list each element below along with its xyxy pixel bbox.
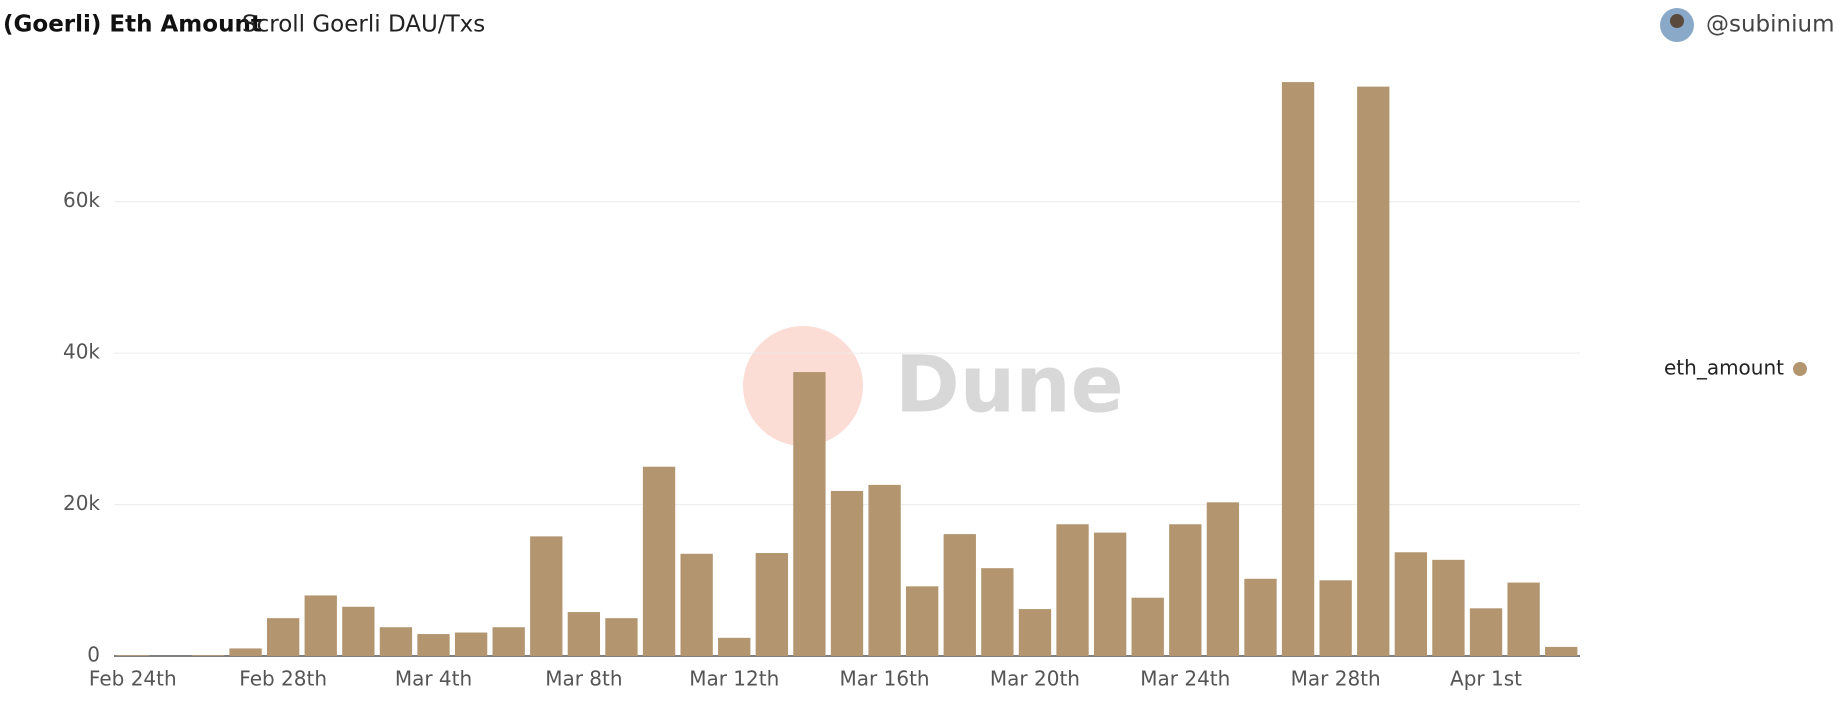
bar xyxy=(793,372,826,656)
bar xyxy=(567,612,601,656)
bar xyxy=(1131,597,1164,656)
x-tick-label: Apr 1st xyxy=(1450,667,1522,691)
bar xyxy=(1093,532,1127,656)
bar xyxy=(1507,582,1540,656)
bar xyxy=(1206,502,1240,656)
bar xyxy=(1319,580,1352,656)
bar xyxy=(266,618,300,656)
bar xyxy=(718,637,751,656)
bar xyxy=(1394,552,1428,656)
avatar-face xyxy=(1670,14,1684,28)
bar xyxy=(943,534,976,656)
bar xyxy=(1056,524,1089,656)
chart-subtitle: Scroll Goerli DAU/Txs xyxy=(242,12,485,38)
bar xyxy=(116,655,149,656)
bar xyxy=(1244,578,1277,656)
x-tick-label: Mar 16th xyxy=(840,667,930,691)
bar xyxy=(680,553,713,656)
bar xyxy=(1357,86,1390,657)
bar xyxy=(454,632,488,656)
legend-marker xyxy=(1793,362,1807,376)
bar xyxy=(605,618,638,656)
x-tick-label: Mar 12th xyxy=(689,667,779,691)
watermark: Dune xyxy=(895,340,1124,430)
y-tick-label: 0 xyxy=(87,643,100,667)
x-tick-label: Mar 4th xyxy=(395,667,472,691)
bar xyxy=(981,568,1014,656)
x-tick-label: Mar 20th xyxy=(990,667,1080,691)
bar xyxy=(530,536,563,656)
author[interactable]: @subinium xyxy=(1706,12,1835,38)
bar xyxy=(1432,559,1465,656)
bar xyxy=(229,648,262,656)
bar xyxy=(1169,524,1202,656)
bar xyxy=(642,466,676,656)
bar xyxy=(830,490,864,656)
bar xyxy=(1018,609,1052,656)
bar xyxy=(417,634,450,656)
bar xyxy=(1545,646,1578,656)
x-tick-label: Mar 24th xyxy=(1140,667,1230,691)
bar xyxy=(492,627,525,656)
bar xyxy=(906,586,939,656)
bar xyxy=(755,553,788,656)
x-tick-label: Feb 24th xyxy=(89,667,177,691)
x-tick-label: Mar 8th xyxy=(545,667,622,691)
chart-title: (Goerli) Eth Amount xyxy=(3,12,262,38)
bar xyxy=(379,627,413,656)
bar xyxy=(342,606,375,656)
y-tick-label: 60k xyxy=(63,188,100,212)
y-tick-label: 20k xyxy=(63,491,100,515)
y-tick-label: 40k xyxy=(63,340,100,364)
bar xyxy=(191,655,225,656)
x-tick-label: Mar 28th xyxy=(1291,667,1381,691)
bar xyxy=(1281,82,1315,657)
bar xyxy=(304,595,337,656)
bar xyxy=(868,484,901,656)
x-tick-label: Feb 28th xyxy=(239,667,327,691)
bar xyxy=(1469,608,1503,656)
legend-label: eth_amount xyxy=(1664,356,1784,380)
